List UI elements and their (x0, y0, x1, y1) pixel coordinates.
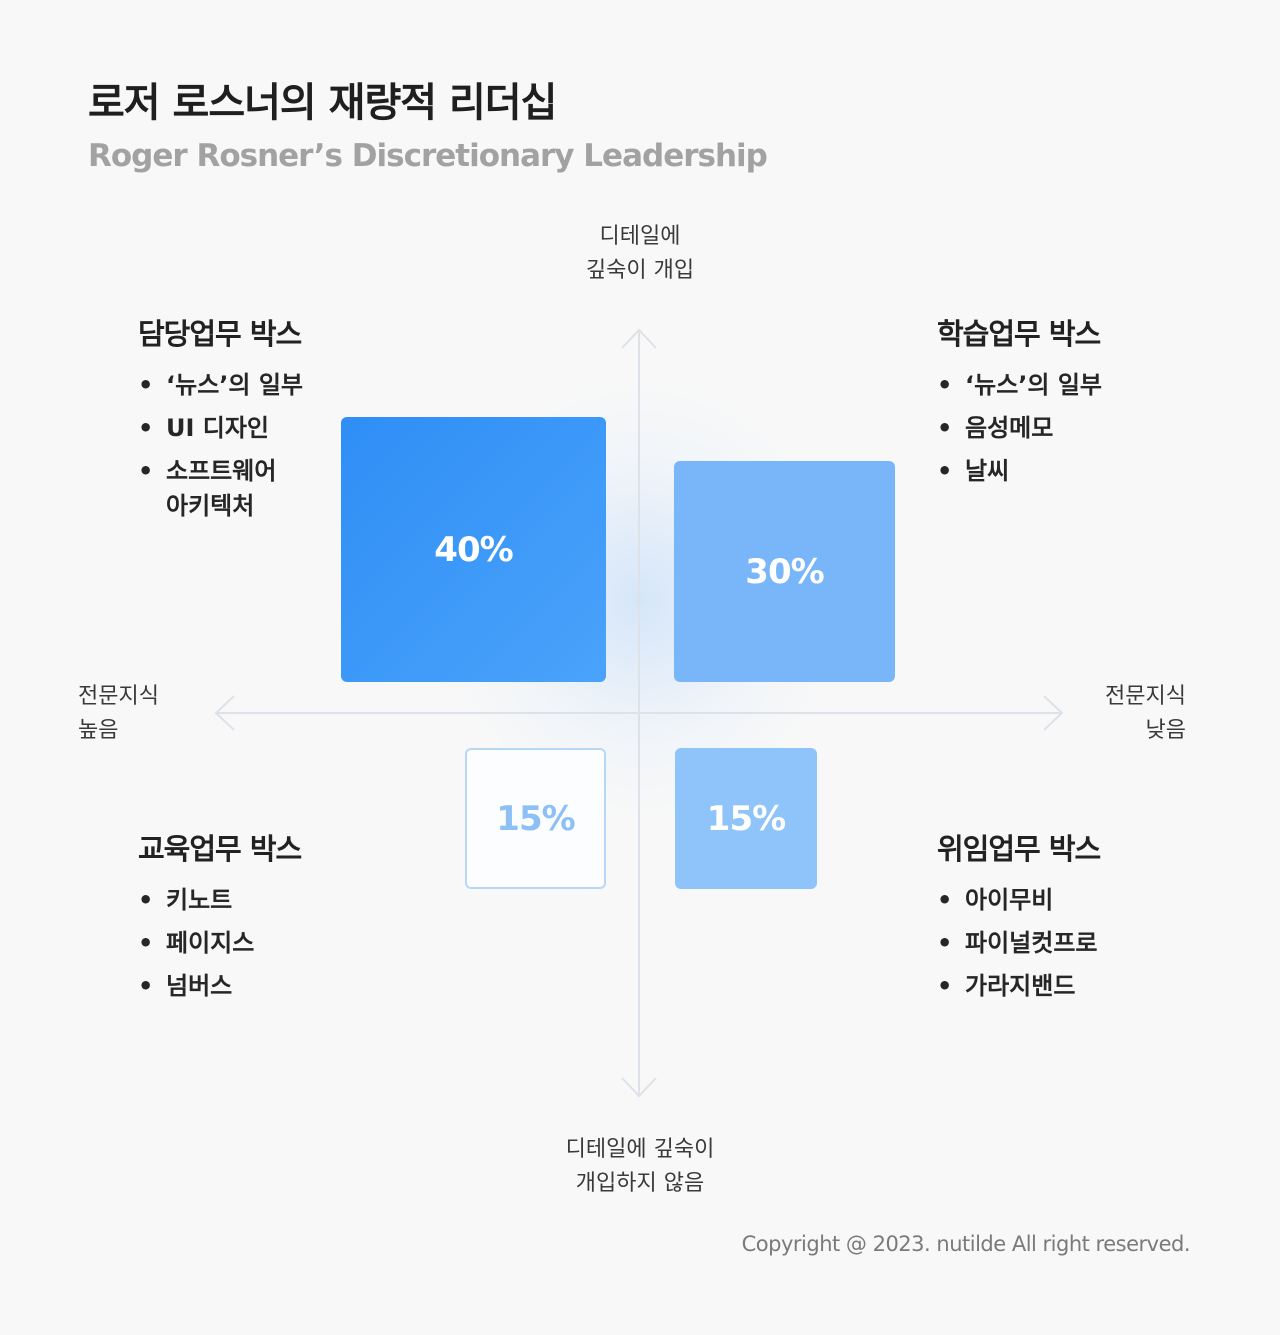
quadrant-title: 교육업무 박스 (138, 832, 302, 866)
quadrant-list: 키노트 페이지스 넘버스 (138, 883, 301, 1004)
quadrant-bottom-left: 교육업무 박스 키노트 페이지스 넘버스 (138, 829, 302, 1012)
axis-label-line: 깊숙이 개입 (585, 258, 695, 283)
quadrant-top-left: 담당업무 박스 ‘뉴스’의 일부 UI 디자인 소프트웨어 아키텍처 (138, 314, 303, 532)
axis-label-right: 전문지식 낮음 (1040, 680, 1186, 748)
box-top-right-percent: 30% (674, 461, 895, 682)
arrow-down-icon (621, 1077, 657, 1098)
axis-label-line: 디테일에 (599, 224, 681, 249)
axis-label-left: 전문지식 높음 (78, 680, 159, 748)
list-item: ‘뉴스’의 일부 (937, 368, 1102, 403)
arrow-right-icon (1043, 695, 1064, 731)
list-item: 소프트웨어 아키텍처 (138, 454, 303, 524)
copyright-footer: Copyright @ 2023. nutilde All right rese… (741, 1232, 1191, 1256)
quadrant-list: 아이무비 파이널컷프로 가라지밴드 (937, 883, 1100, 1004)
axis-label-line: 개입하지 않음 (575, 1171, 705, 1196)
quadrant-list: ‘뉴스’의 일부 UI 디자인 소프트웨어 아키텍처 (138, 368, 303, 524)
axis-label-line: 전문지식 (78, 684, 159, 709)
page-title: 로저 로스너의 재량적 리더십 (88, 80, 557, 126)
quadrant-title: 학습업무 박스 (937, 317, 1101, 351)
axis-label-line: 높음 (78, 718, 119, 743)
axis-label-line: 전문지식 (1105, 684, 1186, 709)
list-item: 날씨 (937, 454, 1102, 489)
axis-label-bottom: 디테일에 깊숙이 개입하지 않음 (520, 1133, 760, 1201)
list-item: ‘뉴스’의 일부 (138, 368, 303, 403)
axis-label-line: 낮음 (1145, 718, 1186, 743)
list-item: 아이무비 (937, 883, 1100, 918)
arrow-left-icon (214, 695, 235, 731)
list-item: 넘버스 (138, 969, 301, 1004)
quadrant-bottom-right: 위임업무 박스 아이무비 파이널컷프로 가라지밴드 (937, 829, 1101, 1012)
quadrant-title: 담당업무 박스 (138, 317, 302, 351)
list-item: 가라지밴드 (937, 969, 1100, 1004)
quadrant-top-right: 학습업무 박스 ‘뉴스’의 일부 음성메모 날씨 (937, 314, 1102, 497)
list-item: UI 디자인 (138, 411, 303, 446)
box-bottom-left-percent: 15% (465, 748, 606, 889)
arrow-up-icon (621, 328, 657, 349)
box-bottom-right-percent: 15% (675, 748, 817, 889)
quadrant-list: ‘뉴스’의 일부 음성메모 날씨 (937, 368, 1102, 489)
axis-label-top: 디테일에 깊숙이 개입 (540, 220, 740, 288)
page-subtitle: Roger Rosner’s Discretionary Leadership (88, 138, 768, 174)
axis-label-line: 디테일에 깊숙이 (565, 1137, 715, 1162)
list-item: 키노트 (138, 883, 301, 918)
list-item: 음성메모 (937, 411, 1102, 446)
list-item: 페이지스 (138, 926, 301, 961)
box-top-left-percent: 40% (341, 417, 606, 682)
list-item: 파이널컷프로 (937, 926, 1100, 961)
quadrant-title: 위임업무 박스 (937, 832, 1101, 866)
